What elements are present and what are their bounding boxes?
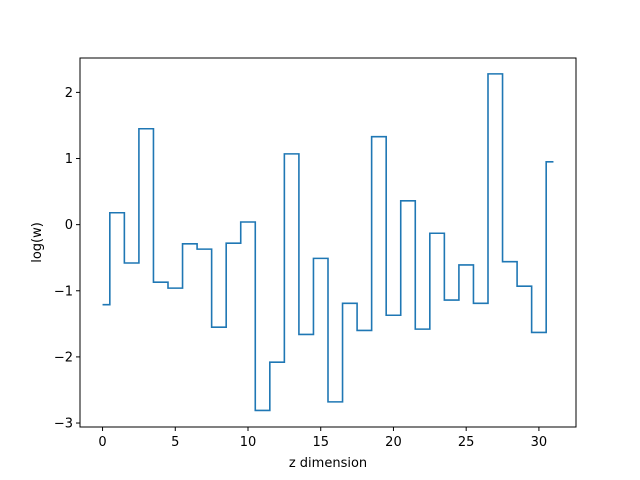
y-axis-ticks: −3 −2 −1 0 1 2 — [54, 86, 80, 432]
x-tick-label: 30 — [531, 435, 548, 450]
x-axis-label: z dimension — [289, 456, 367, 471]
x-tick-label: 10 — [240, 435, 257, 450]
x-axis-ticks: 0 5 10 15 20 25 30 — [98, 427, 547, 450]
x-tick-label: 0 — [98, 435, 106, 450]
y-axis-label: log(w) — [30, 222, 45, 263]
y-tick-label: 1 — [65, 152, 73, 167]
y-tick-label: −2 — [54, 350, 73, 365]
y-tick-label: 2 — [65, 86, 73, 101]
y-tick-label: 0 — [65, 218, 73, 233]
x-tick-label: 15 — [312, 435, 329, 450]
x-tick-label: 25 — [458, 435, 475, 450]
x-tick-label: 20 — [385, 435, 402, 450]
series-layer — [102, 73, 554, 412]
y-tick-label: −3 — [54, 417, 73, 432]
y-tick-label: −1 — [54, 284, 73, 299]
plot-frame — [79, 57, 577, 428]
series-line-0 — [102, 73, 554, 412]
x-tick-label: 5 — [171, 435, 179, 450]
